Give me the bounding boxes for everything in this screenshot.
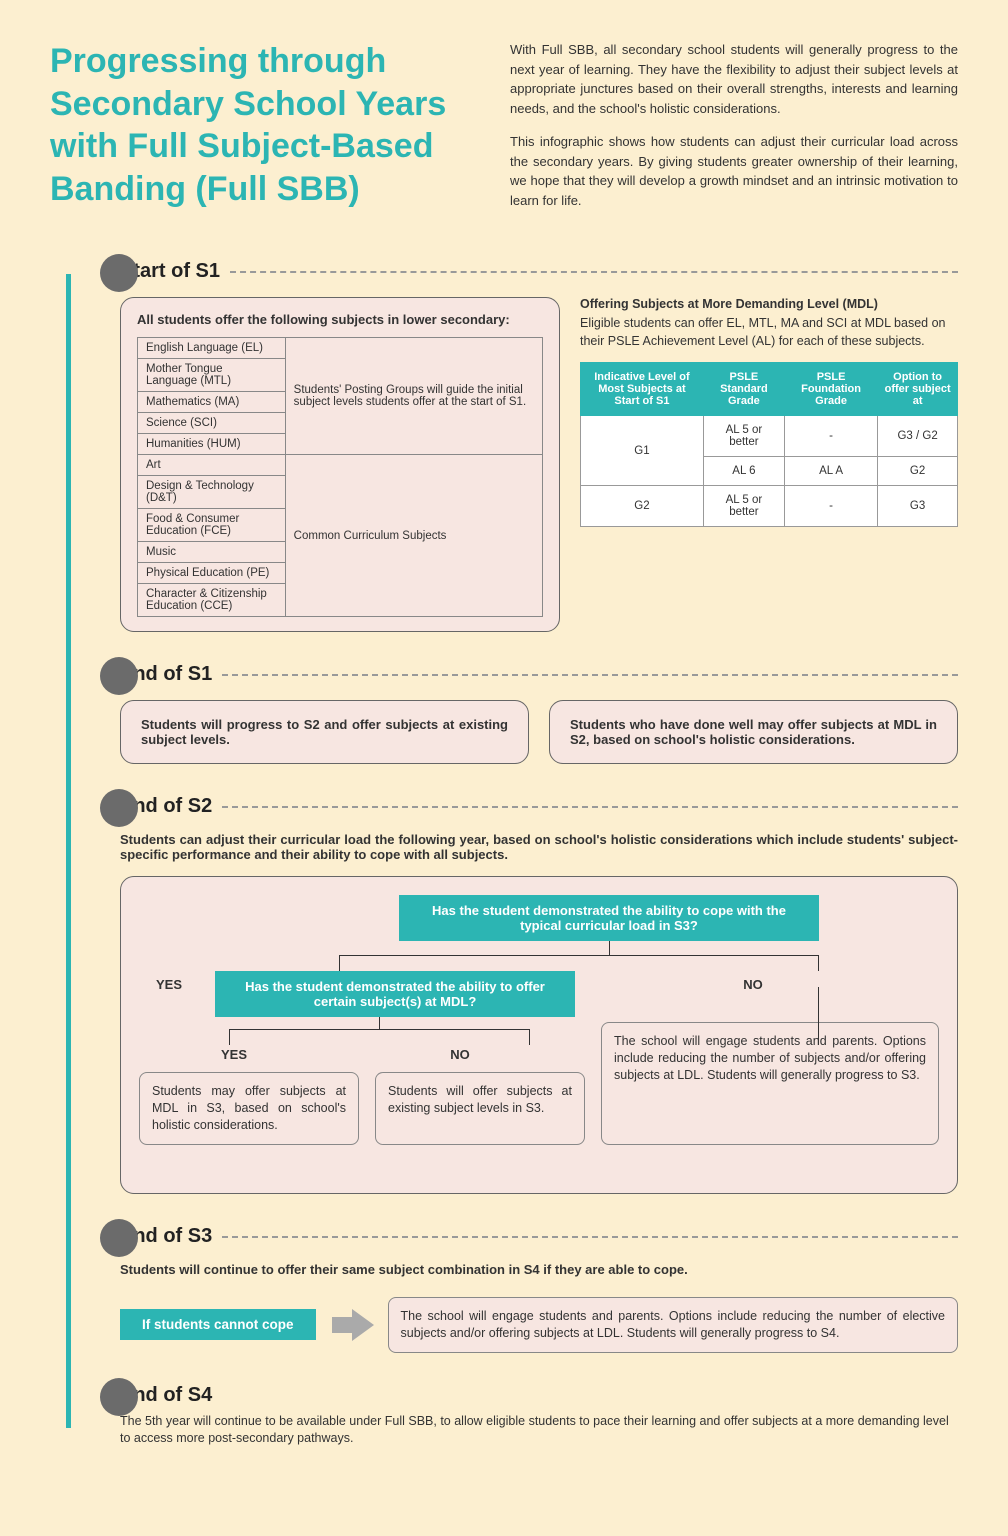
mdl-td: AL A — [784, 457, 877, 486]
end-s3-result: The school will engage students and pare… — [388, 1297, 958, 1353]
mdl-td: G1 — [581, 416, 704, 486]
section-heading: End of S1 — [100, 657, 958, 700]
dashed-line — [230, 271, 958, 273]
mdl-th: PSLE Foundation Grade — [784, 363, 877, 416]
mdl-td: G3 — [878, 486, 958, 527]
section-start-s1: Start of S1 All students offer the follo… — [100, 254, 958, 632]
subject-row: Humanities (HUM) — [138, 434, 286, 455]
flow-no2: NO — [345, 1041, 575, 1068]
mdl-td: AL 5 or better — [703, 416, 784, 457]
intro-p1: With Full SBB, all secondary school stud… — [510, 40, 958, 118]
section-end-s2: End of S2 Students can adjust their curr… — [100, 789, 958, 1194]
mdl-desc: Eligible students can offer EL, MTL, MA … — [580, 315, 958, 350]
mdl-column: Offering Subjects at More Demanding Leve… — [580, 297, 958, 632]
mdl-th: PSLE Standard Grade — [703, 363, 784, 416]
section-heading: End of S4 — [100, 1378, 958, 1413]
mdl-td: - — [784, 416, 877, 457]
dashed-line — [222, 1236, 958, 1238]
if-cannot-cope: If students cannot cope — [120, 1309, 316, 1340]
mdl-td: AL 6 — [703, 457, 784, 486]
mdl-title: Offering Subjects at More Demanding Leve… — [580, 297, 958, 311]
timeline-dot — [100, 657, 138, 695]
end-s2-intro: Students can adjust their curricular loa… — [120, 832, 958, 862]
dashed-line — [222, 674, 958, 676]
subject-row: Physical Education (PE) — [138, 563, 286, 584]
mdl-table: Indicative Level of Most Subjects at Sta… — [580, 362, 958, 527]
timeline-dot — [100, 789, 138, 827]
core-note: Students' Posting Groups will guide the … — [285, 338, 542, 455]
dashed-line — [222, 806, 958, 808]
timeline-dot — [100, 254, 138, 292]
flow-yes2: YES — [139, 1041, 329, 1068]
subject-row: Science (SCI) — [138, 413, 286, 434]
flow-yes: YES — [139, 971, 199, 1017]
section-heading: Start of S1 — [100, 254, 958, 297]
subject-row: Art — [138, 455, 286, 476]
mdl-td: G2 — [878, 457, 958, 486]
subject-row: Design & Technology (D&T) — [138, 476, 286, 509]
section-end-s1: End of S1 Students will progress to S2 a… — [100, 657, 958, 764]
subject-row: Music — [138, 542, 286, 563]
end-s1-box2: Students who have done well may offer su… — [549, 700, 958, 764]
intro-p2: This infographic shows how students can … — [510, 132, 958, 210]
common-note: Common Curriculum Subjects — [285, 455, 542, 617]
subjects-box: All students offer the following subject… — [120, 297, 560, 632]
timeline-dot — [100, 1378, 138, 1416]
mdl-td: - — [784, 486, 877, 527]
subject-row: Food & Consumer Education (FCE) — [138, 509, 286, 542]
page-title: Progressing through Secondary School Yea… — [50, 40, 480, 224]
header: Progressing through Secondary School Yea… — [50, 40, 958, 224]
subject-row: English Language (EL) — [138, 338, 286, 359]
timeline: Start of S1 All students offer the follo… — [50, 254, 958, 1448]
subject-row: Mother Tongue Language (MTL) — [138, 359, 286, 392]
flow-q1: Has the student demonstrated the ability… — [399, 895, 819, 941]
mdl-th: Option to offer subject at — [878, 363, 958, 416]
flow-no: NO — [723, 971, 783, 1017]
flowchart-box: Has the student demonstrated the ability… — [120, 876, 958, 1194]
subjects-title: All students offer the following subject… — [137, 312, 543, 327]
end-s3-intro: Students will continue to offer their sa… — [120, 1262, 958, 1277]
mdl-th: Indicative Level of Most Subjects at Sta… — [581, 363, 704, 416]
mdl-td: G3 / G2 — [878, 416, 958, 457]
intro-text: With Full SBB, all secondary school stud… — [510, 40, 958, 224]
section-heading: End of S2 — [100, 789, 958, 832]
subjects-table: English Language (EL) Students' Posting … — [137, 337, 543, 617]
mdl-td: G2 — [581, 486, 704, 527]
timeline-dot — [100, 1219, 138, 1257]
section-end-s4: End of S4 The 5th year will continue to … — [100, 1378, 958, 1448]
subject-row: Character & Citizenship Education (CCE) — [138, 584, 286, 617]
mdl-td: AL 5 or better — [703, 486, 784, 527]
end-s1-box1: Students will progress to S2 and offer s… — [120, 700, 529, 764]
flow-result-yes-no: Students will offer subjects at existing… — [375, 1072, 585, 1145]
timeline-line — [66, 274, 71, 1428]
section-heading: End of S3 — [100, 1219, 958, 1262]
flow-q2: Has the student demonstrated the ability… — [215, 971, 575, 1017]
end-s4-text: The 5th year will continue to be availab… — [100, 1413, 958, 1448]
subject-row: Mathematics (MA) — [138, 392, 286, 413]
flow-result-yes-yes: Students may offer subjects at MDL in S3… — [139, 1072, 359, 1145]
section-end-s3: End of S3 Students will continue to offe… — [100, 1219, 958, 1353]
